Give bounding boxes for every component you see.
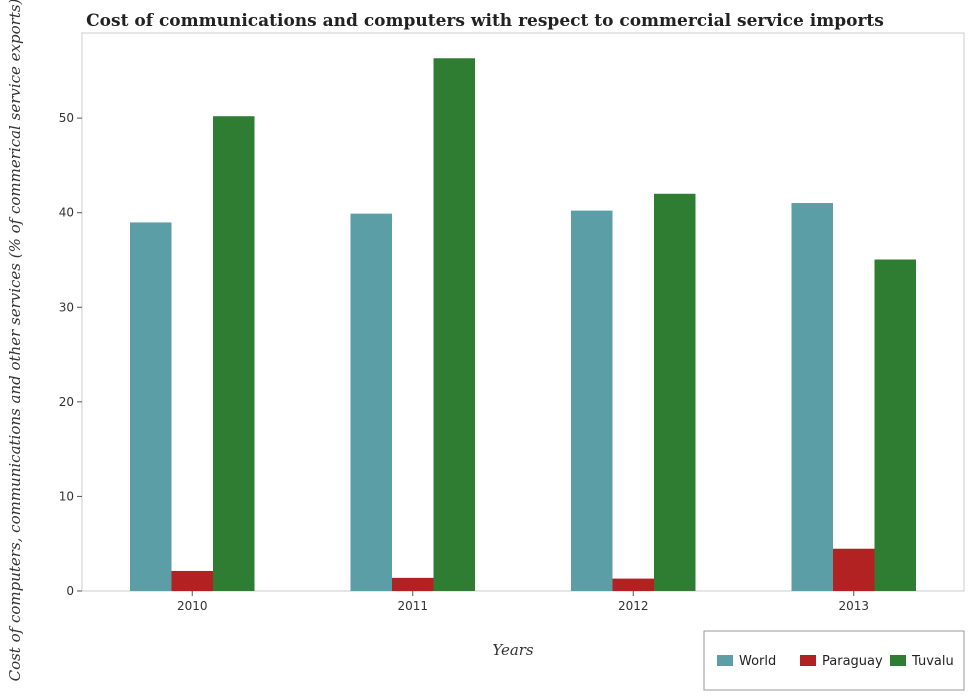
bar-world-2010 — [130, 222, 172, 591]
y-tick-label: 10 — [59, 489, 74, 503]
x-tick-label: 2013 — [838, 599, 869, 613]
x-tick-label: 2011 — [397, 599, 428, 613]
x-tick-label: 2012 — [618, 599, 649, 613]
y-tick-label: 30 — [59, 300, 74, 314]
y-tick-label: 0 — [66, 584, 74, 598]
plot-area: 0 10 20 30 40 50 2010 2011 2012 2013 — [59, 32, 965, 613]
bar-paraguay-2013 — [833, 548, 875, 591]
legend-label-paraguay: Paraguay — [822, 654, 883, 669]
bar-paraguay-2012 — [612, 578, 654, 591]
bar-world-2012 — [571, 210, 613, 591]
bar-tuvalu-2010 — [213, 116, 255, 592]
bar-world-2013 — [791, 203, 833, 591]
bar-paraguay-2011 — [392, 577, 434, 591]
bar-world-2011 — [350, 213, 392, 591]
legend-swatch-tuvalu — [890, 655, 906, 666]
bar-tuvalu-2013 — [874, 259, 916, 591]
x-axis-label: Years — [492, 641, 534, 659]
x-tick-label: 2010 — [177, 599, 208, 613]
bar-tuvalu-2011 — [433, 58, 475, 591]
legend-swatch-world — [717, 655, 733, 666]
y-tick-label: 40 — [59, 206, 74, 220]
y-axis-label: Cost of computers, communications and ot… — [6, 0, 24, 681]
legend-label-tuvalu: Tuvalu — [911, 654, 954, 669]
bar-tuvalu-2012 — [654, 193, 696, 591]
legend-swatch-paraguay — [800, 655, 816, 666]
legend-box — [703, 630, 965, 691]
plot-frame — [81, 32, 965, 592]
legend: World Paraguay Tuvalu — [703, 630, 965, 691]
bar-paraguay-2010 — [171, 570, 213, 591]
y-tick-label: 20 — [59, 395, 74, 409]
legend-label-world: World — [739, 654, 776, 669]
y-tick-label: 50 — [59, 111, 74, 125]
chart-title: Cost of communications and computers wit… — [86, 11, 884, 31]
